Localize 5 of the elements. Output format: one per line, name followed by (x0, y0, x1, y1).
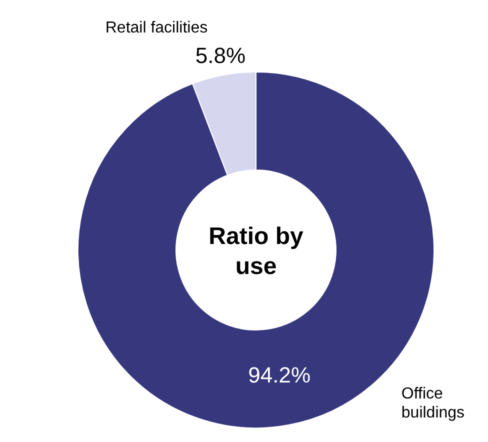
text: Ratio by use (208, 223, 304, 280)
data-label: 5.8% (195, 43, 246, 68)
slice-label: Office buildings (401, 386, 465, 422)
data-label: 94.2% (248, 362, 311, 388)
slice-label: Retail facilities (105, 19, 208, 36)
